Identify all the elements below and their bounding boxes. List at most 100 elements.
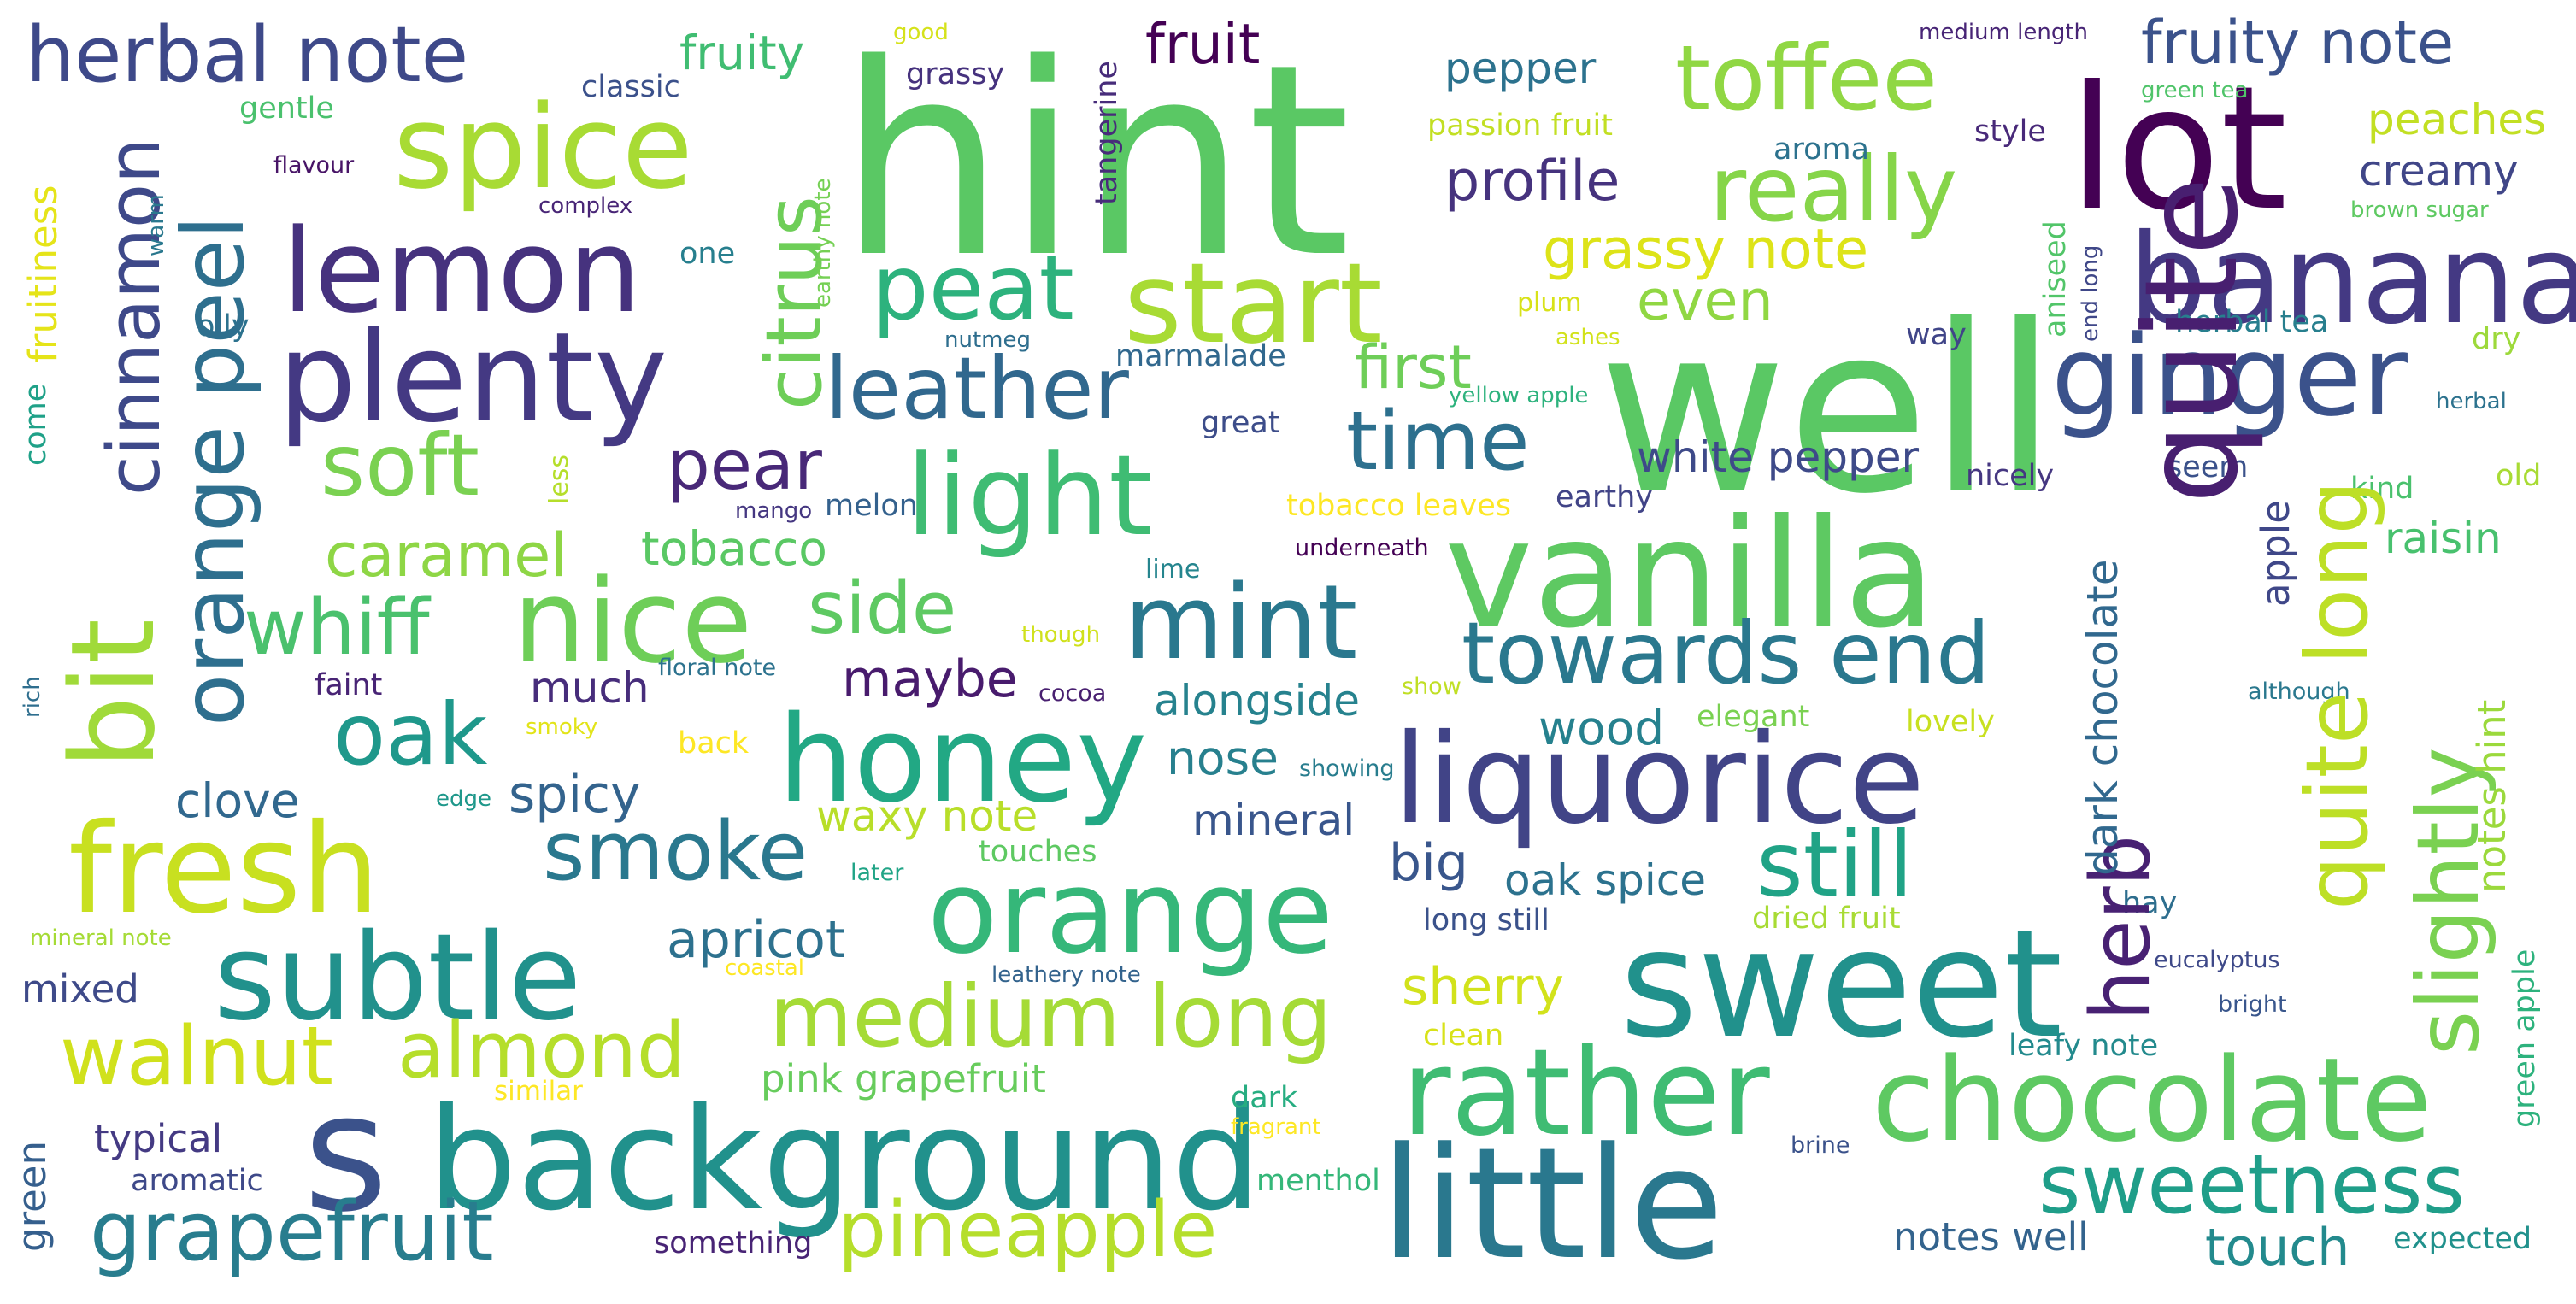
word-kind: kind bbox=[2350, 472, 2414, 506]
word-flavour: flavour bbox=[273, 152, 355, 179]
word-bright: bright bbox=[2218, 991, 2287, 1018]
word-ginger: ginger bbox=[2051, 311, 2408, 441]
word-towards-end: towards end bbox=[1461, 603, 1991, 703]
word-much: much bbox=[530, 663, 650, 713]
word-tangerine: tangerine bbox=[1090, 61, 1124, 205]
word-notes-well: notes well bbox=[1893, 1214, 2089, 1260]
word-lot: lot bbox=[2068, 50, 2288, 249]
word-fruity-note: fruity note bbox=[2141, 8, 2455, 78]
word-sweetness: sweetness bbox=[2038, 1138, 2465, 1232]
word-white-pepper: white pepper bbox=[1637, 432, 1920, 482]
word-coastal: coastal bbox=[725, 955, 805, 981]
word-long-still: long still bbox=[1423, 903, 1550, 937]
word-medium-long: medium long bbox=[769, 966, 1332, 1066]
word-green-apple: green apple bbox=[2508, 949, 2542, 1128]
word-earthy: earthy bbox=[1556, 480, 1653, 514]
word-similar: similar bbox=[494, 1076, 583, 1107]
word-fruitiness: fruitiness bbox=[21, 185, 66, 363]
word-way: way bbox=[1906, 318, 1967, 352]
word-less: less bbox=[544, 454, 574, 504]
word-though: though bbox=[1021, 622, 1101, 648]
word-lemon: lemon bbox=[282, 204, 642, 338]
word-grassy-note: grassy note bbox=[1543, 218, 1869, 282]
word-mixed: mixed bbox=[21, 966, 139, 1012]
word-style: style bbox=[1974, 115, 2046, 149]
word-green-tea: green tea bbox=[2141, 78, 2249, 103]
word-leather: leather bbox=[825, 338, 1129, 438]
word-oily: oily bbox=[197, 309, 250, 344]
word-waxy-note: waxy note bbox=[816, 791, 1038, 841]
word-marmalade: marmalade bbox=[1115, 339, 1286, 373]
word-oak-spice: oak spice bbox=[1504, 855, 1707, 905]
word-grassy: grassy bbox=[906, 57, 1005, 91]
word-vanilla: vanilla bbox=[1444, 488, 1936, 661]
word-fruity: fruity bbox=[679, 26, 805, 80]
word-maybe: maybe bbox=[842, 649, 1018, 709]
word-faint: faint bbox=[315, 668, 383, 702]
word-quite-long: quite long bbox=[2287, 480, 2387, 910]
word-although: although bbox=[2248, 678, 2350, 705]
word-end-long: end long bbox=[2078, 244, 2103, 342]
word-dry: dry bbox=[2472, 322, 2521, 356]
word-passion-fruit: passion fruit bbox=[1427, 109, 1613, 143]
word-pink-grapefruit: pink grapefruit bbox=[761, 1056, 1046, 1101]
word-spice: spice bbox=[393, 80, 693, 214]
word-peaches: peaches bbox=[2367, 95, 2547, 144]
word-rich: rich bbox=[20, 676, 45, 718]
word-time: time bbox=[1346, 395, 1530, 489]
word-caramel: caramel bbox=[325, 520, 568, 590]
word-spicy: spicy bbox=[509, 765, 641, 825]
word-floral-note: floral note bbox=[658, 655, 777, 681]
word-really: really bbox=[1709, 138, 1958, 242]
word-orange-peel: orange peel bbox=[163, 214, 263, 726]
word-peat: peat bbox=[872, 236, 1074, 340]
word-light: light bbox=[906, 431, 1153, 561]
word-expected: expected bbox=[2393, 1222, 2532, 1256]
word-cinnamon: cinnamon bbox=[92, 138, 177, 496]
word-brine: brine bbox=[1791, 1132, 1850, 1159]
word-old: old bbox=[2496, 459, 2542, 493]
word-whiff: whiff bbox=[244, 583, 430, 673]
word-come: come bbox=[19, 383, 53, 466]
word-edge: edge bbox=[436, 786, 491, 812]
word-medium-length: medium length bbox=[1919, 20, 2088, 45]
word-yellow-apple: yellow apple bbox=[1449, 383, 1589, 408]
word-mango: mango bbox=[735, 498, 813, 524]
word-well: well bbox=[1598, 275, 2057, 544]
word-hay: hay bbox=[2122, 886, 2178, 920]
word-chocolate: chocolate bbox=[1872, 1033, 2432, 1167]
word-pineapple: pineapple bbox=[838, 1185, 1218, 1275]
word-pepper: pepper bbox=[1444, 44, 1597, 93]
word-profile: profile bbox=[1444, 150, 1620, 214]
word-soft: soft bbox=[321, 415, 479, 515]
word-fruit: fruit bbox=[1145, 13, 1261, 77]
word-still: still bbox=[1756, 813, 1914, 917]
word-back: back bbox=[678, 726, 750, 761]
word-typical: typical bbox=[94, 1116, 223, 1161]
word-big: big bbox=[1389, 833, 1468, 893]
word-apple: apple bbox=[2253, 500, 2298, 607]
word-gentle: gentle bbox=[239, 91, 334, 126]
word-fresh: fresh bbox=[68, 797, 380, 942]
word-s: s bbox=[303, 1059, 388, 1248]
word-raisin: raisin bbox=[2385, 514, 2502, 563]
word-clean: clean bbox=[1423, 1019, 1504, 1053]
word-lime: lime bbox=[1145, 555, 1201, 584]
word-plenty: plenty bbox=[278, 306, 668, 450]
word-green: green bbox=[9, 1141, 55, 1252]
word-leafy-note: leafy note bbox=[2008, 1029, 2159, 1063]
word-earthy-note: earthy note bbox=[810, 178, 836, 308]
word-nutmeg: nutmeg bbox=[944, 327, 1031, 353]
word-honey: honey bbox=[778, 690, 1148, 830]
word-dark: dark bbox=[1231, 1081, 1298, 1115]
word-mint: mint bbox=[1124, 564, 1358, 683]
word-notes-hint: notes hint bbox=[2469, 699, 2514, 893]
word-tobacco-leaves: tobacco leaves bbox=[1286, 489, 1512, 523]
word-alongside: alongside bbox=[1154, 676, 1360, 725]
word-elegant: elegant bbox=[1697, 700, 1810, 734]
word-leathery-note: leathery note bbox=[991, 962, 1141, 988]
word-aniseed: aniseed bbox=[2038, 220, 2073, 338]
word-hint: hint bbox=[838, 8, 1351, 316]
word-seem: seem bbox=[2167, 450, 2249, 485]
word-menthol: menthol bbox=[1256, 1164, 1380, 1198]
